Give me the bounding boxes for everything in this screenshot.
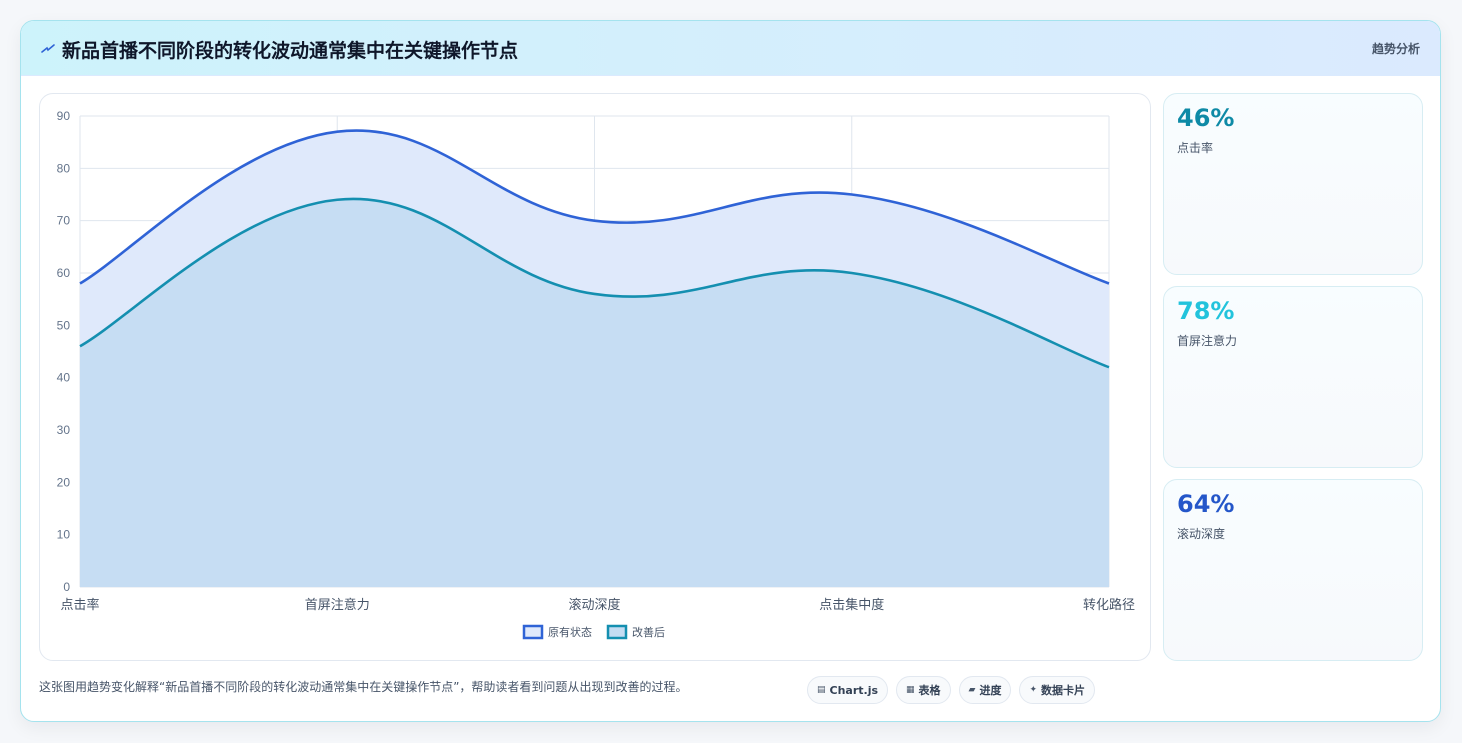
chart-description: 这张图用趋势变化解释“新品首播不同阶段的转化波动通常集中在关键操作节点”，帮助读…	[39, 680, 688, 694]
card-icon: ✦	[1029, 685, 1038, 695]
table-icon: ▦	[906, 685, 915, 695]
stat-label: 首屏注意力	[1177, 334, 1238, 348]
chart-icon: ▤	[817, 685, 826, 695]
y-tick-label: 60	[57, 266, 71, 280]
x-tick-label: 点击率	[60, 597, 99, 613]
x-tick-label: 首屏注意力	[305, 597, 370, 613]
chip-label: 进度	[979, 684, 1002, 697]
stat-value: 64%	[1177, 490, 1235, 518]
card-header: 新品首播不同阶段的转化波动通常集中在关键操作节点 趋势分析	[21, 21, 1440, 76]
legend-swatch	[522, 624, 544, 640]
stat-value: 78%	[1177, 297, 1235, 325]
lightning-icon	[41, 44, 55, 53]
legend-label: 原有状态	[548, 625, 592, 639]
y-tick-label: 0	[63, 580, 70, 594]
x-tick-label: 转化路径	[1083, 597, 1135, 613]
y-tick-label: 70	[57, 214, 71, 228]
area-chart: 0 10 20 30 40 50 60 70 80 90 点击率 首屏注意力 滚动深度 点击集中度 转化路径…	[57, 109, 1135, 640]
y-tick-label: 30	[57, 423, 71, 437]
series-line	[79, 129, 1110, 285]
y-tick-label: 90	[57, 109, 71, 123]
series-area	[80, 198, 1109, 587]
series-line	[79, 197, 1110, 369]
stat-card-click-rate: 46% 点击率	[1163, 93, 1423, 275]
chip-label: 数据卡片	[1041, 684, 1086, 697]
stat-label: 滚动深度	[1177, 527, 1226, 541]
trend-analysis-tag: 趋势分析	[1371, 42, 1420, 56]
chip-progress[interactable]: ▰ 进度	[958, 676, 1012, 704]
y-tick-label: 40	[57, 371, 71, 385]
progress-icon: ▰	[968, 685, 976, 695]
stat-value: 46%	[1177, 104, 1235, 132]
chip-data-card[interactable]: ✦ 数据卡片	[1019, 676, 1096, 704]
y-tick-label: 10	[57, 528, 71, 542]
stat-label: 点击率	[1177, 141, 1214, 155]
stat-card-scroll-depth: 64% 滚动深度	[1163, 479, 1423, 661]
chip-label: Chart.js	[829, 683, 879, 697]
chip-chartjs[interactable]: ▤ Chart.js	[807, 676, 889, 704]
stat-card-first-screen: 78% 首屏注意力	[1163, 286, 1423, 468]
chip-table[interactable]: ▦ 表格	[896, 676, 951, 704]
y-tick-label: 80	[57, 161, 71, 175]
tech-chips: ▤ Chart.js ▦ 表格 ▰ 进度 ✦ 数据卡片	[807, 676, 1096, 704]
y-tick-label: 20	[57, 475, 71, 489]
chart-panel: 0 10 20 30 40 50 60 70 80 90 点击率 首屏注意力 滚动深度 点击集中度 转化路径…	[39, 93, 1151, 661]
x-tick-label: 点击集中度	[819, 597, 884, 613]
legend-label: 改善后	[632, 625, 665, 639]
x-tick-label: 滚动深度	[568, 597, 620, 613]
chip-label: 表格	[918, 684, 941, 697]
y-tick-label: 50	[57, 318, 71, 332]
page-title: 新品首播不同阶段的转化波动通常集中在关键操作节点	[62, 40, 519, 62]
main-card: 新品首播不同阶段的转化波动通常集中在关键操作节点 趋势分析 0 10 20 30 40 5…	[20, 20, 1441, 722]
legend-swatch	[606, 624, 628, 640]
